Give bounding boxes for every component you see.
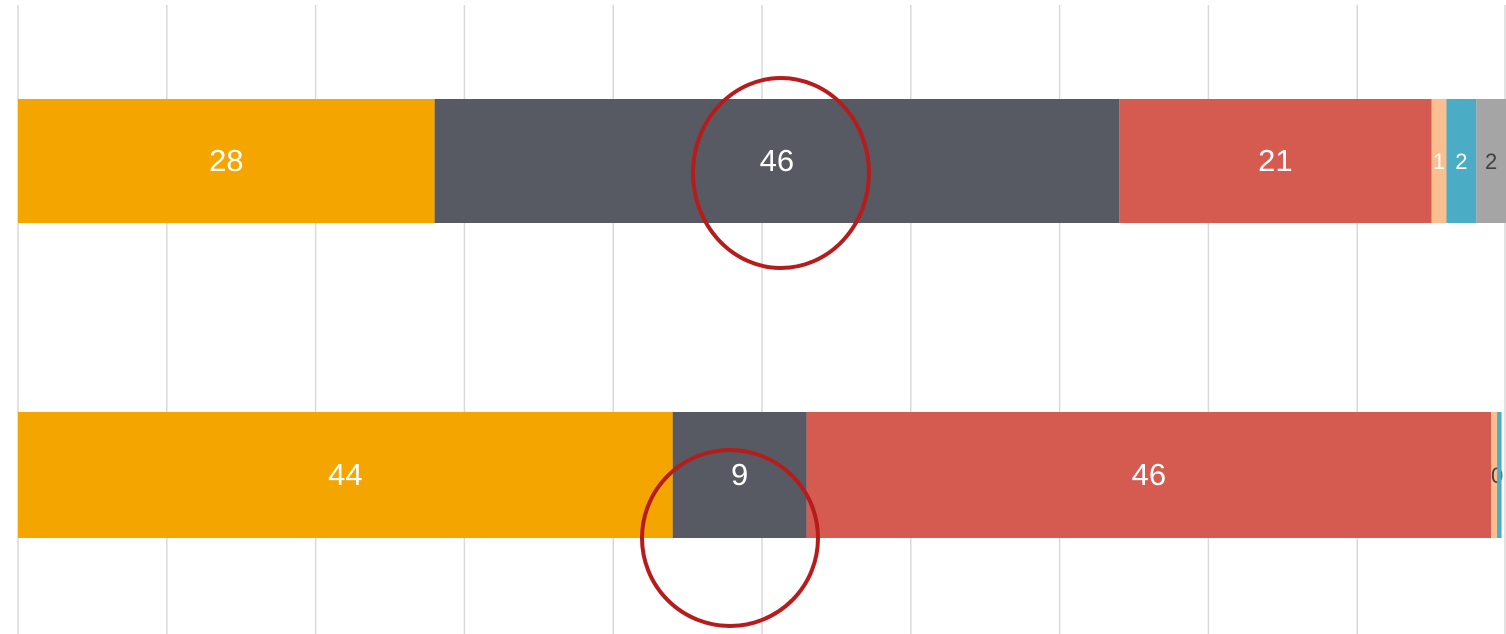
- highlight-circle: [640, 448, 820, 628]
- bar-segment: [434, 99, 1120, 223]
- data-label: 1: [1433, 149, 1445, 174]
- data-label: 21: [1258, 143, 1292, 178]
- bar-segment: [18, 99, 435, 223]
- bar-segment: [1476, 99, 1506, 223]
- bar-segment: [1497, 412, 1502, 538]
- bar-segment: [1446, 99, 1477, 223]
- data-label: 28: [209, 143, 243, 178]
- bar-segment: [806, 412, 1492, 538]
- data-label: 46: [760, 143, 794, 178]
- data-label: 46: [1132, 457, 1166, 492]
- bar-segment: [18, 412, 673, 538]
- bar-segment: [1431, 99, 1447, 223]
- data-label: 2: [1455, 149, 1467, 174]
- bars: 284621122449460: [18, 99, 1506, 538]
- bar-segment: [1491, 412, 1498, 538]
- data-label: 9: [731, 457, 748, 492]
- data-label: 44: [328, 457, 362, 492]
- bar-segment: [672, 412, 807, 538]
- highlight-circle: [691, 76, 871, 270]
- bar-segment: [1119, 99, 1432, 223]
- data-label: 2: [1485, 149, 1497, 174]
